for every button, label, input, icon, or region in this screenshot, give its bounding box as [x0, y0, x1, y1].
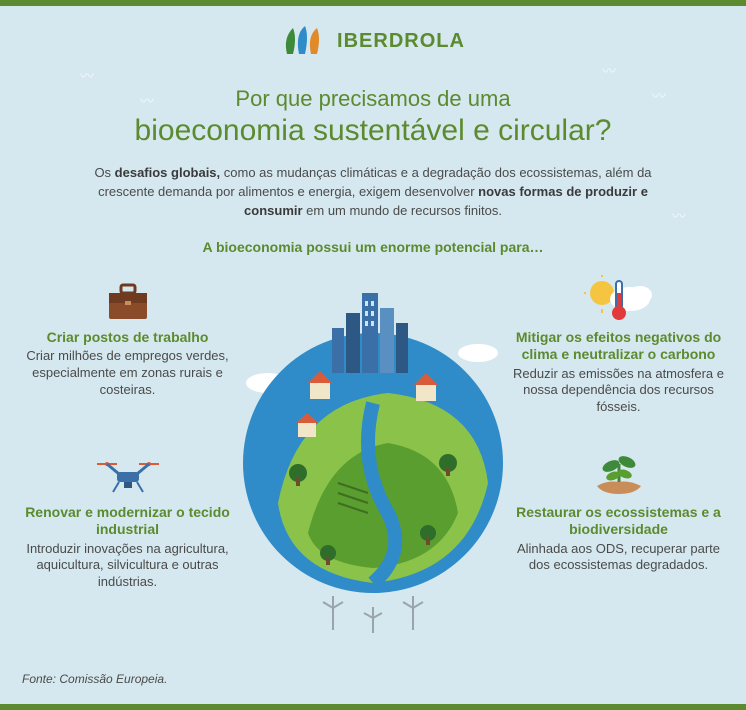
logo: IBERDROLA: [0, 6, 746, 58]
benefit-title: Renovar e modernizar o tecido industrial: [20, 504, 235, 539]
intro-bold: desafios globais,: [115, 165, 220, 180]
benefit-bottom-right: Restaurar os ecossistemas e a biodiversi…: [511, 450, 726, 575]
logo-text: IBERDROLA: [337, 30, 465, 53]
climate-thermometer-icon: [511, 275, 726, 323]
logo-mark-icon: [281, 24, 327, 58]
title-block: Por que precisamos de uma bioeconomia su…: [0, 86, 746, 148]
title-line-2: bioeconomia sustentável e circular?: [0, 114, 746, 148]
benefit-desc: Introduzir inovações na agricultura, aqu…: [20, 541, 235, 592]
main-area: Criar postos de trabalho Criar milhões d…: [0, 265, 746, 665]
benefit-desc: Criar milhões de empregos verdes, especi…: [20, 348, 235, 399]
bird-icon: 〰: [80, 66, 94, 86]
benefit-title: Mitigar os efeitos negativos do clima e …: [511, 329, 726, 364]
plant-hand-icon: [511, 450, 726, 498]
benefit-top-left: Criar postos de trabalho Criar milhões d…: [20, 275, 235, 399]
intro-seg: Os: [94, 165, 114, 180]
benefit-desc: Alinhada aos ODS, recuperar parte dos ec…: [511, 541, 726, 575]
intro-paragraph: Os desafios globais, como as mudanças cl…: [68, 164, 678, 221]
infographic-container: 〰 〰 〰 〰 〰 IBERDROLA Por que precisamos d…: [0, 0, 746, 710]
title-line-1: Por que precisamos de uma: [0, 86, 746, 112]
benefit-top-right: Mitigar os efeitos negativos do clima e …: [511, 275, 726, 417]
benefit-bottom-left: Renovar e modernizar o tecido industrial…: [20, 450, 235, 592]
drone-icon: [20, 450, 235, 498]
globe-illustration-icon: [238, 273, 508, 633]
source-text: Fonte: Comissão Europeia.: [22, 672, 167, 686]
intro-seg: em um mundo de recursos finitos.: [303, 203, 502, 218]
bird-icon: 〰: [602, 61, 616, 81]
benefit-desc: Reduzir as emissões na atmosfera e nossa…: [511, 366, 726, 417]
subhead: A bioeconomia possui um enorme potencial…: [0, 239, 746, 255]
benefit-title: Restaurar os ecossistemas e a biodiversi…: [511, 504, 726, 539]
briefcase-icon: [20, 275, 235, 323]
benefit-title: Criar postos de trabalho: [20, 329, 235, 347]
